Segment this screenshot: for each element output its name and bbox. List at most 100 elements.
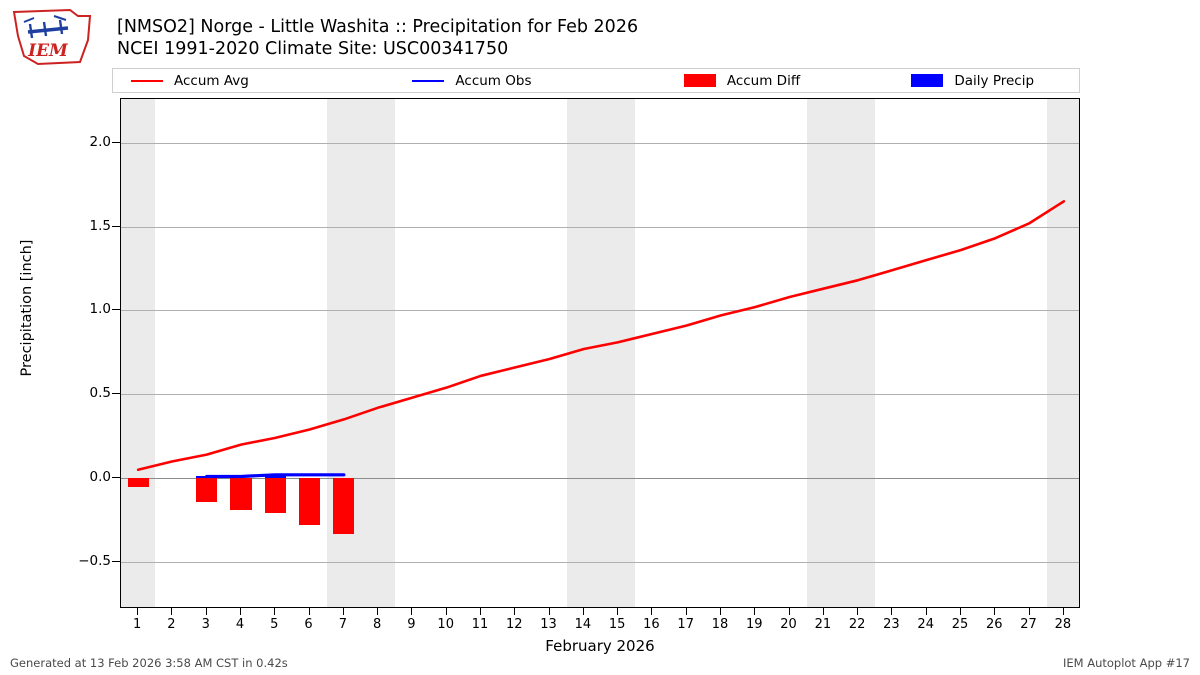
x-tick-label: 20	[780, 617, 797, 632]
x-tick-mark	[960, 608, 961, 615]
y-tick-label: −0.5	[78, 553, 111, 570]
title-line-2: NCEI 1991-2020 Climate Site: USC00341750	[117, 39, 509, 59]
x-tick-label: 1	[133, 617, 142, 632]
legend-patch-marker-accum-diff	[683, 74, 716, 87]
x-tick-mark	[377, 608, 379, 615]
x-tick-label: 17	[677, 617, 694, 632]
weekend-band	[1046, 99, 1079, 607]
grid-line	[121, 394, 1079, 396]
title-line-1: [NMSO2] Norge - Little Washita :: Precip…	[117, 17, 639, 37]
x-tick-label: 4	[235, 617, 245, 632]
x-tick-mark	[617, 608, 619, 615]
grid-line	[121, 142, 1079, 144]
y-tick-label: 0.5	[89, 385, 111, 402]
x-tick-mark	[857, 608, 859, 615]
x-tick-mark	[445, 608, 447, 615]
x-tick-label: 16	[643, 617, 660, 632]
x-tick-label: 3	[201, 617, 210, 632]
accum-diff-bar	[230, 478, 252, 511]
x-tick-label: 8	[373, 617, 382, 632]
x-tick-mark	[514, 608, 516, 615]
series-lines	[136, 200, 1066, 479]
x-tick-mark	[411, 608, 413, 615]
grid-line	[121, 310, 1079, 312]
y-tick-mark	[112, 477, 120, 479]
legend-item-accum-obs[interactable]: Accum Obs	[394, 69, 665, 92]
accum-diff-bar	[127, 478, 149, 487]
plot-canvas	[121, 99, 1079, 607]
x-tick-label: 15	[608, 617, 626, 632]
x-tick-label: 18	[711, 617, 729, 632]
x-tick-label: 28	[1054, 617, 1072, 632]
x-tick-mark	[480, 608, 481, 615]
x-tick-label: 2	[167, 617, 176, 632]
legend-line-marker-accum-avg	[131, 79, 163, 82]
plot-area	[120, 98, 1080, 608]
x-tick-mark	[685, 608, 687, 615]
x-tick-mark	[342, 608, 344, 615]
x-tick-label: 12	[506, 617, 523, 632]
accum-diff-bar	[298, 478, 321, 526]
x-tick-label: 6	[304, 617, 313, 632]
accum-obs-line	[205, 473, 346, 479]
legend-item-daily-precip[interactable]: Daily Precip	[895, 69, 1079, 92]
x-tick-label: 19	[746, 617, 763, 632]
x-axis-label: February 2026	[545, 637, 655, 655]
footer-generated-text: Generated at 13 Feb 2026 3:58 AM CST in …	[10, 656, 288, 670]
x-tick-mark	[994, 608, 996, 615]
x-tick-mark	[548, 608, 550, 615]
x-tick-mark	[240, 608, 241, 615]
legend-item-accum-avg[interactable]: Accum Avg	[113, 69, 394, 92]
x-tick-mark	[171, 608, 173, 615]
x-tick-mark	[822, 608, 824, 615]
y-tick-mark	[112, 393, 120, 395]
x-tick-mark	[308, 608, 310, 615]
accum-diff-bar	[333, 478, 355, 534]
legend-patch-marker-daily-precip	[911, 74, 944, 87]
y-tick-label: 1.5	[89, 217, 111, 234]
x-tick-label: 10	[437, 617, 454, 632]
daily-precip-bar	[264, 476, 286, 479]
x-tick-mark	[1028, 608, 1030, 615]
weekend-band	[121, 99, 156, 607]
iem-logo[interactable]: IEM	[8, 6, 96, 68]
grid-line	[121, 478, 1079, 480]
legend-label-accum-avg: Accum Avg	[174, 72, 249, 89]
y-tick-label: 2.0	[89, 133, 111, 150]
y-tick-mark	[112, 225, 120, 227]
x-tick-label: 21	[814, 617, 832, 632]
x-tick-mark	[137, 608, 139, 615]
legend-line-marker-accum-obs	[412, 79, 445, 82]
legend-label-accum-diff: Accum Diff	[726, 72, 801, 89]
weekend-band	[806, 99, 876, 607]
grid-line	[121, 226, 1079, 228]
accum-diff-bar	[196, 478, 218, 502]
x-tick-mark	[651, 608, 653, 615]
chart-legend: Accum Avg Accum Obs Accum Diff Daily Pre…	[112, 68, 1080, 93]
x-tick-label: 27	[1020, 617, 1037, 632]
x-tick-mark	[205, 608, 207, 615]
x-tick-mark	[720, 608, 721, 615]
x-tick-label: 24	[917, 617, 934, 632]
footer-app-text: IEM Autoplot App #17	[1062, 656, 1190, 670]
y-tick-mark	[112, 561, 120, 563]
accum-avg-line	[136, 200, 1066, 472]
y-tick-mark	[112, 141, 120, 143]
x-tick-label: 23	[883, 617, 900, 632]
x-tick-mark	[891, 608, 893, 615]
y-axis-label: Precipitation [inch]	[19, 239, 35, 377]
x-tick-label: 22	[848, 617, 866, 632]
x-tick-label: 9	[407, 617, 416, 632]
x-tick-label: 11	[471, 617, 489, 632]
x-tick-label: 14	[574, 617, 592, 632]
legend-label-daily-precip: Daily Precip	[954, 72, 1035, 89]
legend-item-accum-diff[interactable]: Accum Diff	[666, 69, 896, 92]
x-tick-label: 25	[951, 617, 969, 632]
x-tick-label: 26	[986, 617, 1003, 632]
x-tick-mark	[925, 608, 927, 615]
x-tick-mark	[754, 608, 756, 615]
x-tick-label: 7	[338, 617, 347, 632]
weekend-band	[566, 99, 636, 607]
page-title: [NMSO2] Norge - Little Washita :: Precip…	[117, 16, 638, 60]
